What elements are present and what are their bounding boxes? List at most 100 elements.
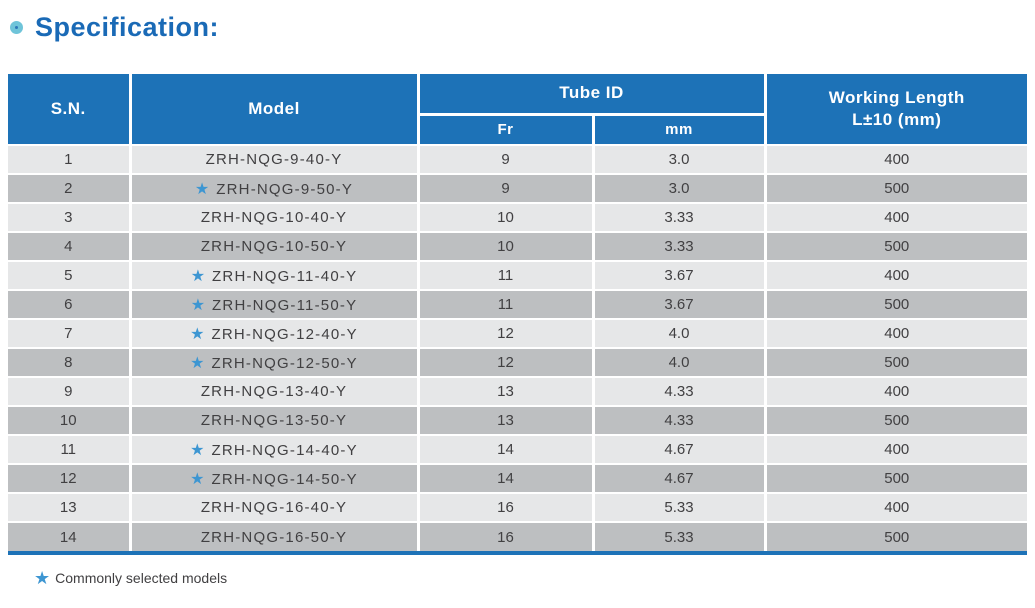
sn-cell: 5 bbox=[8, 261, 132, 291]
model-text: ZRH-NQG-10-50-Y bbox=[200, 238, 348, 255]
col-header-model: Model bbox=[130, 74, 420, 146]
col-header-tube-id: Tube ID bbox=[418, 74, 767, 116]
model-cell: ★ ZRH-NQG-12-40-Y bbox=[130, 319, 420, 349]
page-title: Specification: bbox=[35, 11, 220, 42]
specification-table-wrap: S.N. Model Tube ID Working Length L±10 (… bbox=[8, 74, 1028, 555]
mm-cell: 4.67 bbox=[593, 464, 767, 494]
sn-cell: 7 bbox=[8, 319, 132, 349]
table-row: 1 ZRH-NQG-9-40-Y 9 3.0 400 bbox=[8, 145, 1028, 175]
fr-cell: 14 bbox=[418, 464, 595, 494]
model-cell: ZRH-NQG-9-40-Y bbox=[130, 145, 420, 175]
model-text: ZRH-NQG-14-40-Y bbox=[211, 441, 358, 459]
model-cell: ZRH-NQG-16-40-Y bbox=[130, 493, 420, 523]
fr-cell: 13 bbox=[418, 377, 595, 407]
mm-cell: 4.0 bbox=[593, 319, 767, 349]
model-text: ZRH-NQG-13-50-Y bbox=[200, 412, 348, 429]
working-length-cell: 500 bbox=[765, 348, 1028, 378]
sn-cell: 8 bbox=[8, 348, 132, 378]
table-row: 8 ★ ZRH-NQG-12-50-Y 12 4.0 500 bbox=[8, 348, 1028, 378]
model-text: ZRH-NQG-12-40-Y bbox=[211, 325, 358, 343]
model-text: ZRH-NQG-16-50-Y bbox=[200, 528, 348, 546]
model-text: ZRH-NQG-11-40-Y bbox=[212, 267, 358, 285]
fr-cell: 11 bbox=[418, 290, 595, 320]
col-header-mm: mm bbox=[593, 114, 767, 146]
sn-cell: 13 bbox=[8, 493, 132, 523]
table-row: 2 ★ ZRH-NQG-9-50-Y 9 3.0 500 bbox=[8, 174, 1028, 204]
table-row: 4 ZRH-NQG-10-50-Y 10 3.33 500 bbox=[8, 232, 1028, 262]
model-cell: ★ ZRH-NQG-14-50-Y bbox=[130, 464, 420, 494]
table-row: 12 ★ ZRH-NQG-14-50-Y 14 4.67 500 bbox=[8, 464, 1028, 494]
table-row: 6 ★ ZRH-NQG-11-50-Y 11 3.67 500 bbox=[8, 290, 1028, 320]
fr-cell: 16 bbox=[418, 522, 595, 551]
model-text: ZRH-NQG-13-40-Y bbox=[200, 383, 348, 400]
bullet-icon bbox=[10, 20, 23, 34]
star-icon: ★ bbox=[194, 180, 210, 198]
mm-cell: 3.33 bbox=[593, 203, 767, 233]
mm-cell: 3.33 bbox=[593, 232, 767, 262]
table-row: 13 ZRH-NQG-16-40-Y 16 5.33 400 bbox=[8, 493, 1028, 523]
sn-cell: 10 bbox=[8, 406, 132, 436]
model-cell: ZRH-NQG-10-40-Y bbox=[130, 203, 420, 233]
sn-cell: 2 bbox=[8, 174, 132, 204]
fr-cell: 11 bbox=[418, 261, 595, 291]
fr-cell: 12 bbox=[418, 319, 595, 349]
star-icon: ★ bbox=[190, 267, 206, 285]
working-length-cell: 400 bbox=[765, 435, 1028, 465]
working-length-cell: 400 bbox=[765, 145, 1028, 175]
mm-cell: 3.0 bbox=[593, 145, 767, 175]
section-title-row: Specification: bbox=[10, 10, 1027, 44]
mm-cell: 4.67 bbox=[593, 435, 767, 465]
fr-cell: 16 bbox=[418, 493, 595, 523]
table-row: 11 ★ ZRH-NQG-14-40-Y 14 4.67 400 bbox=[8, 435, 1028, 465]
specification-page: Specification: S.N. Model Tube ID Workin… bbox=[8, 10, 1028, 588]
model-text: ZRH-NQG-10-40-Y bbox=[200, 209, 348, 226]
col-header-fr: Fr bbox=[418, 114, 595, 146]
star-icon: ★ bbox=[190, 325, 205, 343]
model-cell: ★ ZRH-NQG-11-50-Y bbox=[130, 290, 420, 320]
table-header: S.N. Model Tube ID Working Length L±10 (… bbox=[8, 74, 1028, 146]
mm-cell: 3.0 bbox=[593, 174, 767, 204]
model-cell: ★ ZRH-NQG-14-40-Y bbox=[130, 435, 420, 465]
sn-cell: 4 bbox=[8, 232, 132, 262]
model-cell: ZRH-NQG-10-50-Y bbox=[130, 232, 420, 262]
working-length-cell: 500 bbox=[765, 522, 1028, 551]
table-row: 7 ★ ZRH-NQG-12-40-Y 12 4.0 400 bbox=[8, 319, 1028, 349]
star-icon: ★ bbox=[190, 441, 205, 459]
sn-cell: 1 bbox=[8, 145, 132, 175]
sn-cell: 3 bbox=[8, 203, 132, 233]
sn-cell: 9 bbox=[8, 377, 132, 407]
fr-cell: 12 bbox=[418, 348, 595, 378]
sn-cell: 14 bbox=[8, 522, 132, 551]
model-cell: ★ ZRH-NQG-11-40-Y bbox=[130, 261, 420, 291]
table-row: 14 ZRH-NQG-16-50-Y 16 5.33 500 bbox=[8, 522, 1028, 551]
working-length-cell: 400 bbox=[765, 493, 1028, 523]
mm-cell: 4.33 bbox=[593, 377, 767, 407]
model-text: ZRH-NQG-9-40-Y bbox=[205, 151, 343, 168]
model-cell: ZRH-NQG-16-50-Y bbox=[130, 522, 420, 551]
working-length-cell: 400 bbox=[765, 377, 1028, 407]
sn-cell: 11 bbox=[8, 435, 132, 465]
model-text: ZRH-NQG-16-40-Y bbox=[200, 499, 348, 516]
mm-cell: 5.33 bbox=[593, 522, 767, 551]
model-text: ZRH-NQG-11-50-Y bbox=[212, 296, 358, 314]
model-cell: ZRH-NQG-13-40-Y bbox=[130, 377, 420, 407]
model-text: ZRH-NQG-14-50-Y bbox=[211, 470, 358, 488]
fr-cell: 9 bbox=[418, 174, 595, 204]
fr-cell: 9 bbox=[418, 145, 595, 175]
working-length-line1: Working Length bbox=[828, 88, 965, 107]
model-cell: ★ ZRH-NQG-9-50-Y bbox=[130, 174, 420, 204]
spec-table-body: 1 ZRH-NQG-9-40-Y 9 3.0 400 2 ★ ZRH-NQG-9-50-Y 9 3… bbox=[8, 145, 1028, 551]
fr-cell: 10 bbox=[418, 203, 595, 233]
specification-table: S.N. Model Tube ID Working Length L±10 (… bbox=[8, 74, 1028, 551]
fr-cell: 13 bbox=[418, 406, 595, 436]
col-header-sn: S.N. bbox=[8, 74, 132, 146]
working-length-line2: L±10 (mm) bbox=[852, 110, 942, 129]
table-row: 10 ZRH-NQG-13-50-Y 13 4.33 500 bbox=[8, 406, 1028, 436]
model-text: ZRH-NQG-9-50-Y bbox=[216, 180, 354, 198]
legend-text: Commonly selected models bbox=[55, 570, 228, 586]
star-icon: ★ bbox=[190, 354, 205, 372]
star-icon: ★ bbox=[34, 568, 51, 588]
model-cell: ★ ZRH-NQG-12-50-Y bbox=[130, 348, 420, 378]
model-cell: ZRH-NQG-13-50-Y bbox=[130, 406, 420, 436]
working-length-cell: 500 bbox=[765, 464, 1028, 494]
